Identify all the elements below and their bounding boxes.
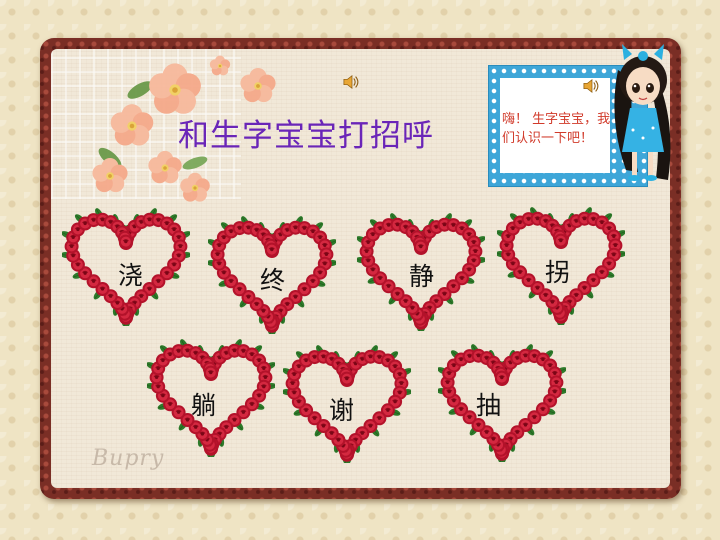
heart-card[interactable]: 躺 <box>147 339 275 457</box>
heart-card[interactable]: 拐 <box>497 207 625 325</box>
rose-heart-frame <box>438 344 566 462</box>
bubble-text: 嗨！ 生字宝宝，我们认识一下吧！ <box>502 112 611 146</box>
heart-card[interactable]: 静 <box>357 213 485 331</box>
rose-shape <box>494 370 509 385</box>
rose-shape <box>339 371 354 386</box>
rose-shape <box>264 242 279 257</box>
rose-heart-frame <box>497 207 625 325</box>
page-title: 和生字宝宝打招呼 <box>178 118 434 154</box>
heart-card[interactable]: 终 <box>208 216 336 334</box>
rose-shape <box>553 233 568 248</box>
heart-card[interactable]: 抽 <box>438 344 566 462</box>
rose-shape <box>203 365 218 380</box>
speaker-icon[interactable] <box>343 74 361 90</box>
rose-heart-frame <box>283 345 411 463</box>
flower-decoration <box>92 55 276 202</box>
rose-shape <box>413 239 428 254</box>
heart-card[interactable]: 谢 <box>283 345 411 463</box>
rose-shape <box>118 234 133 249</box>
rose-heart-frame <box>62 208 190 326</box>
speech-bubble-inner <box>500 78 610 173</box>
heart-card[interactable]: 浇 <box>62 208 190 326</box>
rose-heart-frame <box>208 216 336 334</box>
rose-heart-frame <box>357 213 485 331</box>
rose-heart-frame <box>147 339 275 457</box>
doll-character <box>614 44 671 181</box>
signature-watermark: Bupry <box>92 446 165 471</box>
